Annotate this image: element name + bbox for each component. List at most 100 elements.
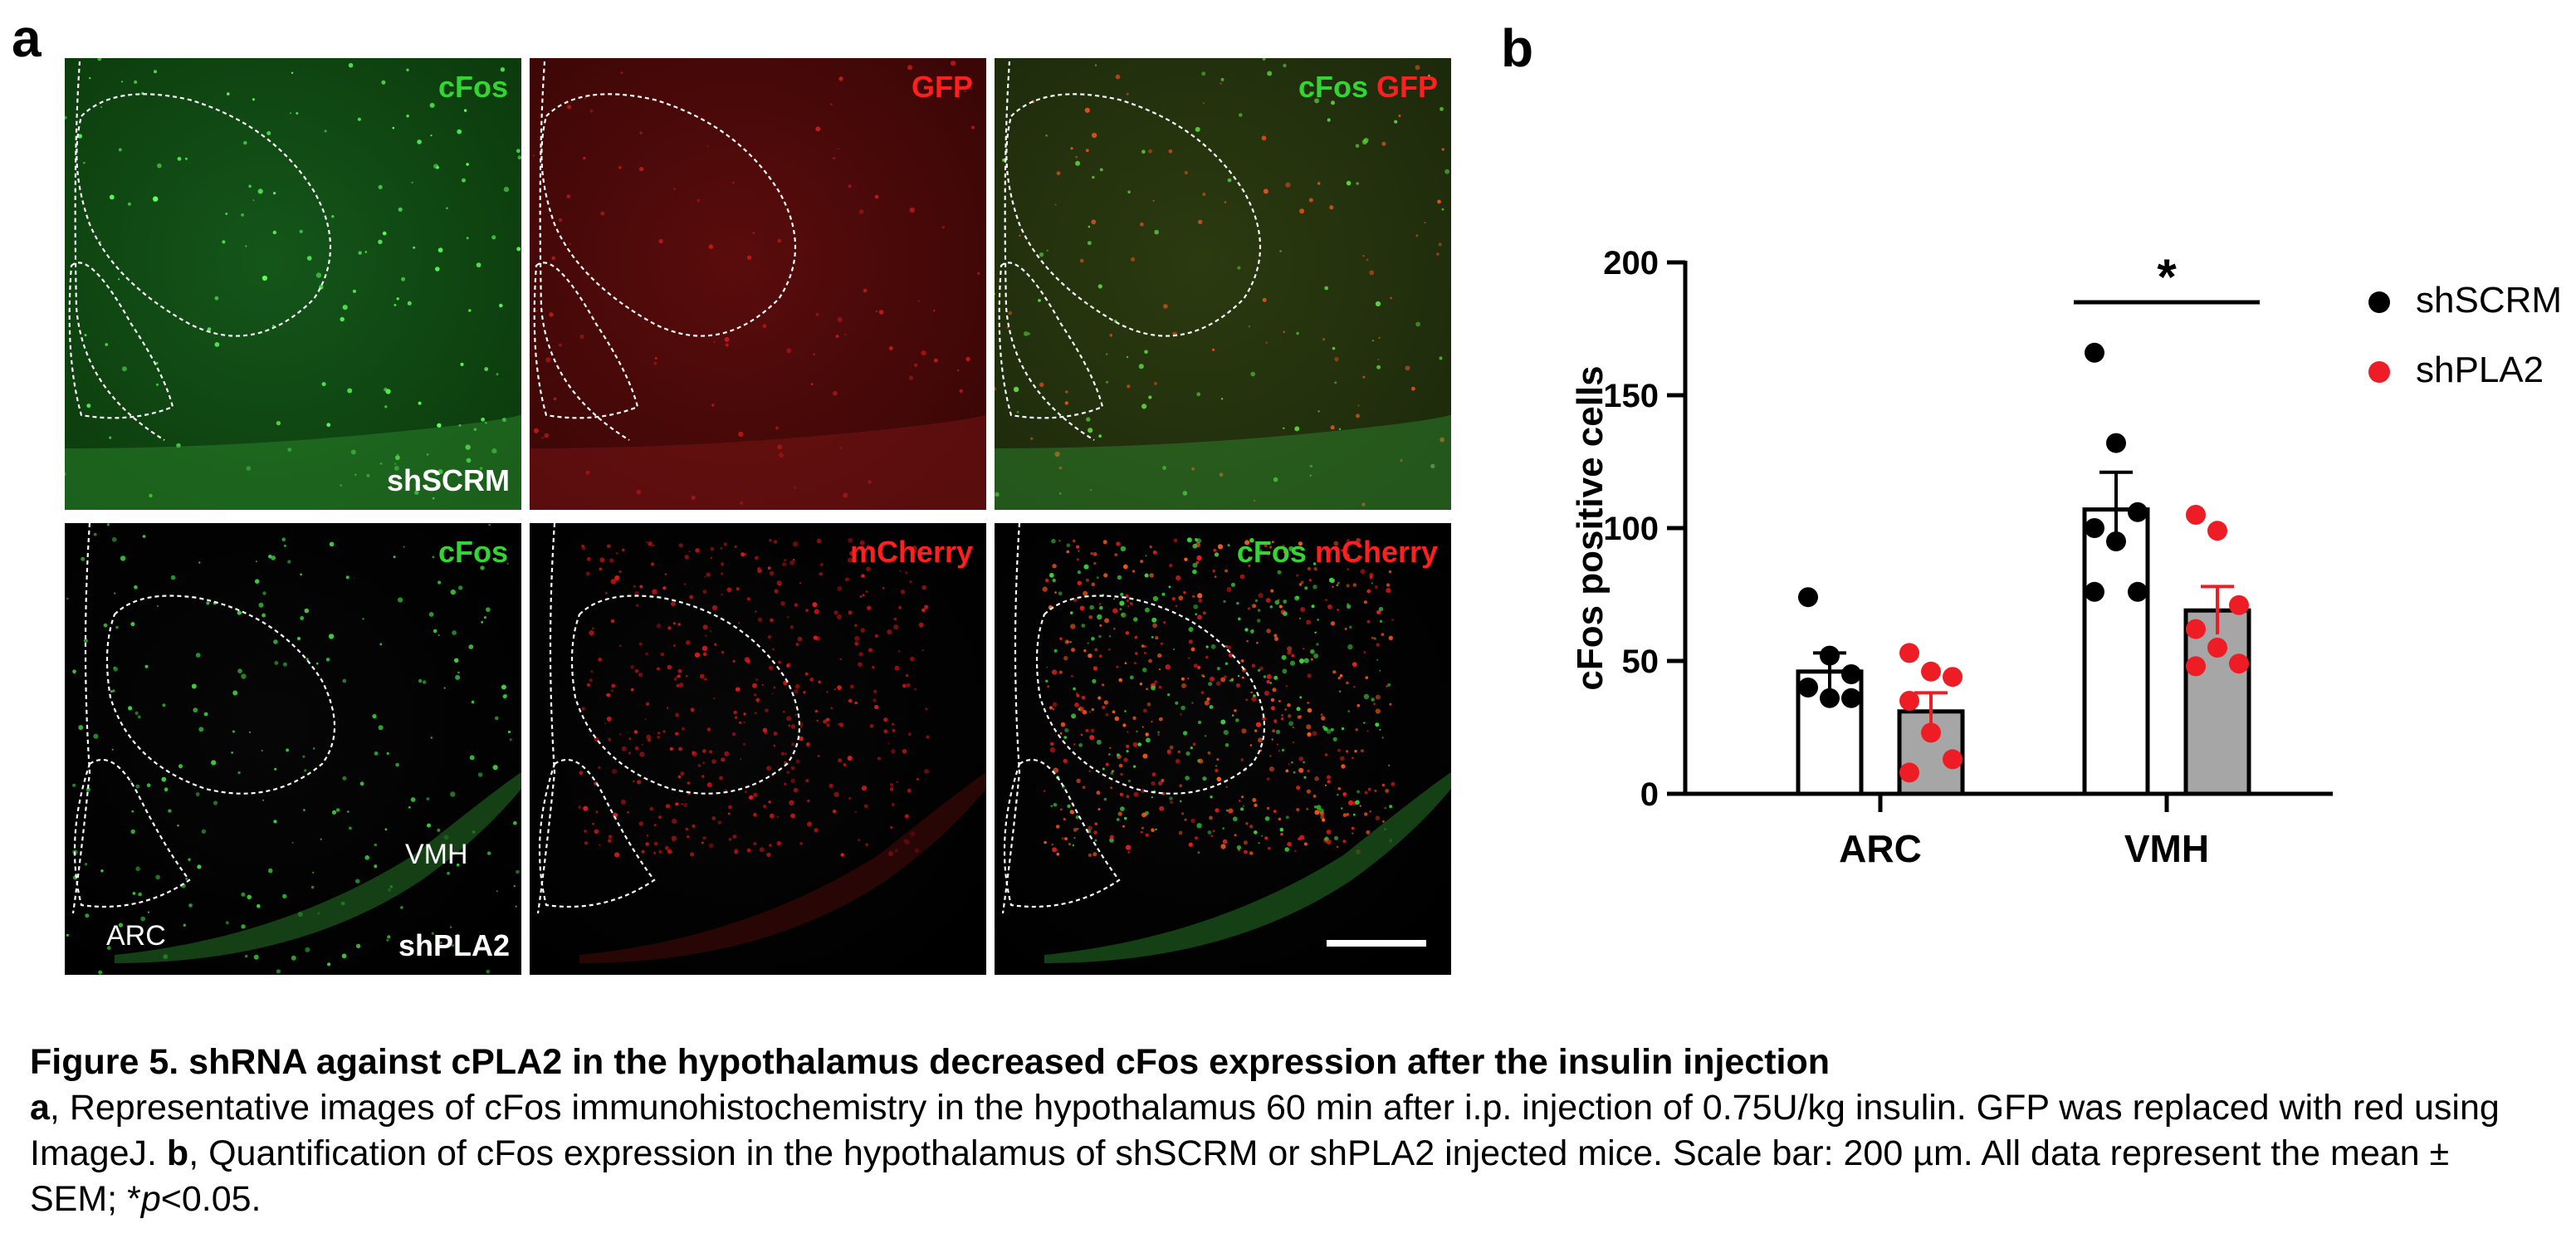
data-point <box>2085 581 2104 602</box>
region-label-vmh: VMH <box>405 839 468 870</box>
y-tick-label: 100 <box>1603 511 1659 547</box>
data-point <box>1798 587 1818 608</box>
channel-label: GFP <box>912 70 973 105</box>
caption-p-letter: p <box>140 1179 161 1219</box>
data-point <box>1943 667 1963 688</box>
condition-label: shPLA2 <box>398 928 510 962</box>
data-point <box>2128 581 2148 602</box>
region-outline <box>68 262 174 419</box>
region-outline <box>538 759 656 908</box>
x-tick-label: VMH <box>2124 827 2209 870</box>
region-label-arc: ARC <box>106 920 166 952</box>
region-outline <box>105 595 335 795</box>
region-outline <box>73 759 191 908</box>
channel-label: cFos <box>438 70 508 105</box>
legend-marker <box>2368 361 2390 383</box>
legend-marker <box>2368 291 2390 313</box>
data-point <box>1943 749 1963 770</box>
significance-star: * <box>2157 249 2177 305</box>
caption-a-letter: a <box>30 1088 50 1128</box>
caption-title: Figure 5. shRNA against cPLA2 in the hyp… <box>30 1042 1831 1082</box>
region-outline <box>540 93 796 337</box>
y-tick-label: 150 <box>1603 378 1659 414</box>
channel-label-cfos: cFos <box>1236 535 1307 569</box>
channel-label: cFos <box>438 535 508 570</box>
panel-a-letter: a <box>12 8 42 68</box>
caption-a-text: , Representative images of cFos immunohi… <box>30 1088 2500 1173</box>
region-outline <box>76 93 331 337</box>
caption-b-text: , Quantification of cFos expression in t… <box>30 1133 2450 1219</box>
data-point <box>1899 691 1919 711</box>
region-outline <box>1004 61 1095 441</box>
data-point <box>1820 645 1840 666</box>
micrograph-image <box>65 523 521 975</box>
micrograph-tile: cFos shSCRM <box>65 58 521 510</box>
channel-label-gfp: GFP <box>911 70 973 104</box>
legend-label: shSCRM <box>2416 280 2562 321</box>
data-point <box>2229 653 2249 674</box>
region-outline <box>1035 595 1265 795</box>
data-point <box>2085 342 2104 363</box>
data-point <box>2186 619 2206 639</box>
x-tick-label: ARC <box>1839 827 1922 870</box>
bar-chart: 0 50 100 150 200 cFos positive cells ARC VMH * sh… <box>1570 245 2562 870</box>
data-point <box>1841 688 1861 708</box>
region-outline <box>1003 759 1121 908</box>
micrograph-grid: cFos shSCRM GFP cFos GFP cFos shPLA2 VMH ARC mCh… <box>65 58 1451 975</box>
condition-label: shSCRM <box>386 463 510 497</box>
micrograph-image <box>530 58 986 510</box>
data-point <box>1921 722 1941 743</box>
micrograph-image <box>995 58 1451 510</box>
caption-p-text: <0.05. <box>160 1179 262 1219</box>
channel-label-cfos: cFos <box>437 535 508 569</box>
data-point <box>1798 678 1818 697</box>
channel-label-gfp: GFP <box>1367 70 1438 104</box>
data-point <box>2186 505 2206 525</box>
region-outline <box>71 523 91 914</box>
micrograph-tile: cFos shPLA2 VMH ARC <box>65 523 521 975</box>
channel-label-cfos: cFos <box>437 70 508 104</box>
bar <box>2082 507 2150 796</box>
data-point <box>1841 664 1861 684</box>
region-outline <box>539 61 630 441</box>
micrograph-tile: GFP <box>530 58 986 510</box>
data-point <box>2207 521 2227 541</box>
channel-label-cfos: cFos <box>1298 70 1368 104</box>
y-tick-label: 200 <box>1603 245 1659 281</box>
channel-label-mcherry: mCherry <box>1306 535 1438 569</box>
channel-label: cFos mCherry <box>1237 535 1438 570</box>
region-outline <box>536 523 556 914</box>
data-point <box>2106 433 2126 453</box>
y-axis-label: cFos positive cells <box>1570 365 1611 690</box>
data-point <box>1921 661 1941 682</box>
channel-label-mcherry: mCherry <box>849 535 973 569</box>
data-point <box>1820 688 1840 708</box>
data-point <box>2229 595 2249 615</box>
region-outline <box>1005 93 1261 337</box>
region-outline <box>74 61 165 441</box>
caption-b-letter: b <box>166 1133 189 1173</box>
data-point <box>2186 656 2206 677</box>
data-point <box>2085 518 2104 538</box>
panel-b-letter: b <box>1501 18 1534 78</box>
region-outline <box>570 595 800 795</box>
data-point <box>2128 502 2148 522</box>
channel-label: mCherry <box>850 535 973 570</box>
micrograph-image <box>995 523 1451 975</box>
data-point <box>2106 531 2126 551</box>
micrograph-tile: mCherry <box>530 523 986 975</box>
micrograph-tile: cFos mCherry <box>995 523 1451 975</box>
legend-label: shPLA2 <box>2416 350 2544 390</box>
region-outline <box>1001 523 1021 914</box>
scale-bar <box>1327 940 1426 947</box>
y-tick-label: 0 <box>1640 776 1659 813</box>
micrograph-image <box>530 523 986 975</box>
micrograph-image <box>65 58 521 510</box>
channel-label: cFos GFP <box>1298 70 1438 105</box>
data-point <box>1899 643 1919 663</box>
micrograph-tile: cFos GFP <box>995 58 1451 510</box>
data-point <box>1899 762 1919 783</box>
y-tick-label: 50 <box>1622 644 1659 680</box>
data-point <box>2207 638 2227 658</box>
region-outline <box>533 262 639 419</box>
